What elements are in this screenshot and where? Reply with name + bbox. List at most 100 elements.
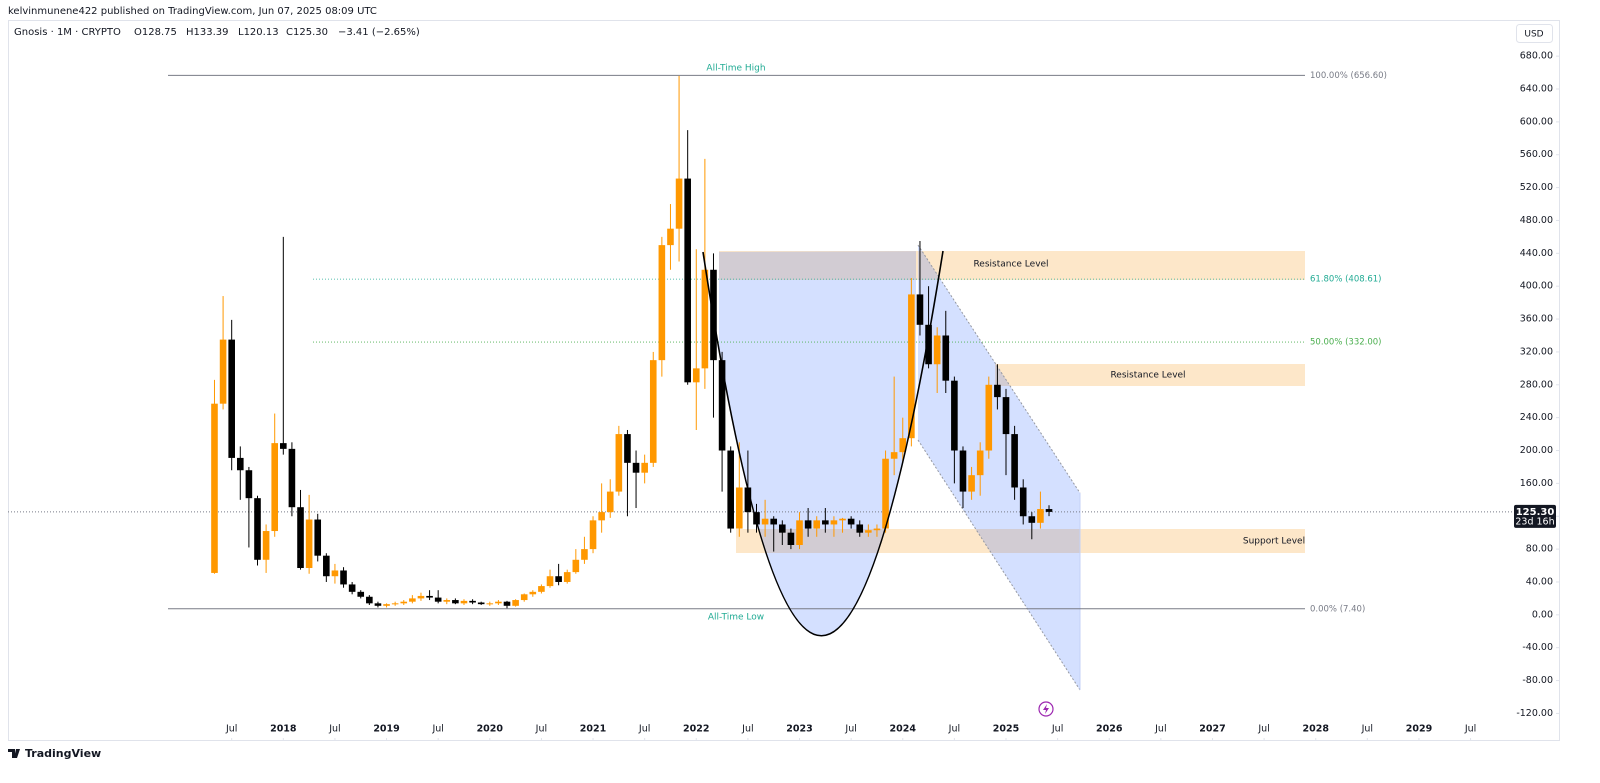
candle-body <box>280 443 287 449</box>
x-tick-label: Jul <box>328 724 340 735</box>
candle-body <box>615 434 623 492</box>
x-tick-label: Jul <box>1257 724 1269 735</box>
x-tick-label: 2029 <box>1406 724 1432 735</box>
x-tick-label: Jul <box>741 724 753 735</box>
x-tick-label: 2019 <box>373 724 399 735</box>
candle-body <box>228 339 235 458</box>
candle-body <box>684 178 691 383</box>
candle-body <box>529 591 537 595</box>
y-tick-label: 80.00 <box>1526 544 1553 555</box>
plot-frame <box>8 20 1560 741</box>
resistance-zone <box>995 364 1305 386</box>
candle-body <box>236 457 244 471</box>
publisher: kelvinmunene422 published on TradingView… <box>8 6 377 17</box>
candle-body <box>925 324 932 365</box>
x-tick-label: 2027 <box>1199 724 1225 735</box>
candle-body <box>1028 516 1036 523</box>
x-tick-label: 2025 <box>993 724 1019 735</box>
ohlc-change: −3.41 (−2.65%) <box>338 27 420 38</box>
x-tick-label: 2020 <box>477 724 504 735</box>
y-tick-label: 320.00 <box>1520 346 1553 357</box>
y-tick-label: 280.00 <box>1520 379 1553 390</box>
x-tick-label: Jul <box>638 724 650 735</box>
candle-body <box>374 603 382 606</box>
candle-body <box>830 520 838 525</box>
candle-body <box>538 586 545 592</box>
candle-body <box>1002 397 1010 435</box>
candle-body <box>426 595 433 598</box>
candle-body <box>254 498 261 560</box>
x-tick-label: 2028 <box>1302 724 1329 735</box>
candle-body <box>761 518 769 525</box>
y-tick-label: 520.00 <box>1520 182 1553 193</box>
x-tick-label: 2018 <box>270 724 297 735</box>
x-tick-label: 2023 <box>786 724 812 735</box>
currency-button[interactable] <box>1516 24 1553 43</box>
candle-body <box>383 604 390 606</box>
candle-body <box>1037 509 1044 523</box>
candle-body <box>796 520 803 545</box>
candle-body <box>546 576 554 587</box>
cup-curve <box>702 250 944 637</box>
level-label: 50.00% (332.00) <box>1310 338 1382 348</box>
zone-label: Resistance Level <box>973 260 1048 270</box>
candle-body <box>813 520 821 529</box>
y-tick-label: -40.00 <box>1522 642 1553 653</box>
candle-body <box>701 269 709 369</box>
y-tick-label: -80.00 <box>1522 675 1553 686</box>
candle-body <box>942 335 950 381</box>
level-label: 100.00% (656.60) <box>1310 71 1387 81</box>
x-tick-label: 2022 <box>683 724 709 735</box>
candle-body <box>1011 434 1018 488</box>
candle-body <box>744 487 752 513</box>
support-zone <box>736 529 1305 553</box>
zone-label: Support Level <box>1243 537 1305 547</box>
candle-body <box>503 601 511 606</box>
level-label: 0.00% (7.40) <box>1310 604 1365 614</box>
last-price-box <box>1514 504 1556 528</box>
candle-body <box>658 245 666 361</box>
candle-body <box>520 594 528 601</box>
last-price-label: 125.30 <box>1516 507 1555 518</box>
currency[interactable]: USD <box>1524 30 1543 40</box>
candle-body <box>452 600 459 604</box>
candle-body <box>882 458 889 529</box>
candle-body <box>933 335 941 365</box>
candle-body <box>598 512 605 521</box>
candle-body <box>873 528 881 531</box>
candle-body <box>417 595 425 599</box>
candle-body <box>434 597 442 602</box>
candle-body <box>667 228 674 246</box>
candle-body <box>589 520 597 550</box>
candle-body <box>348 584 356 592</box>
candle-body <box>675 178 683 229</box>
candle-body <box>211 403 218 573</box>
candle-body <box>1045 509 1053 512</box>
y-tick-label: 560.00 <box>1520 149 1553 160</box>
x-tick-label: Jul <box>844 724 856 735</box>
candle-body <box>262 531 270 560</box>
y-tick-label: 360.00 <box>1520 314 1553 325</box>
candle-body <box>486 603 494 605</box>
x-tick-label: Jul <box>1464 724 1476 735</box>
y-tick-label: 640.00 <box>1520 84 1553 95</box>
x-tick-label: Jul <box>431 724 443 735</box>
ohlc-high: H133.39 <box>186 27 229 38</box>
candle-body <box>331 570 339 577</box>
candle-body <box>340 570 347 585</box>
candle-body <box>245 470 253 499</box>
x-tick-label: Jul <box>948 724 960 735</box>
atl-note: All-Time Low <box>708 613 764 623</box>
candle-body <box>692 368 700 383</box>
candle-body <box>572 559 580 573</box>
candle-body <box>899 438 907 453</box>
candle-body <box>624 434 631 463</box>
candle-body <box>512 600 519 606</box>
x-tick-label: Jul <box>535 724 547 735</box>
levels: 100.00% (656.60) 61.80% (408.61) 50.00% (3… <box>8 71 1556 614</box>
symbol: Gnosis · 1M · CRYPTO <box>14 27 121 38</box>
candle-body <box>469 600 476 603</box>
x-tick-label: Jul <box>225 724 237 735</box>
candle-body <box>219 339 227 404</box>
